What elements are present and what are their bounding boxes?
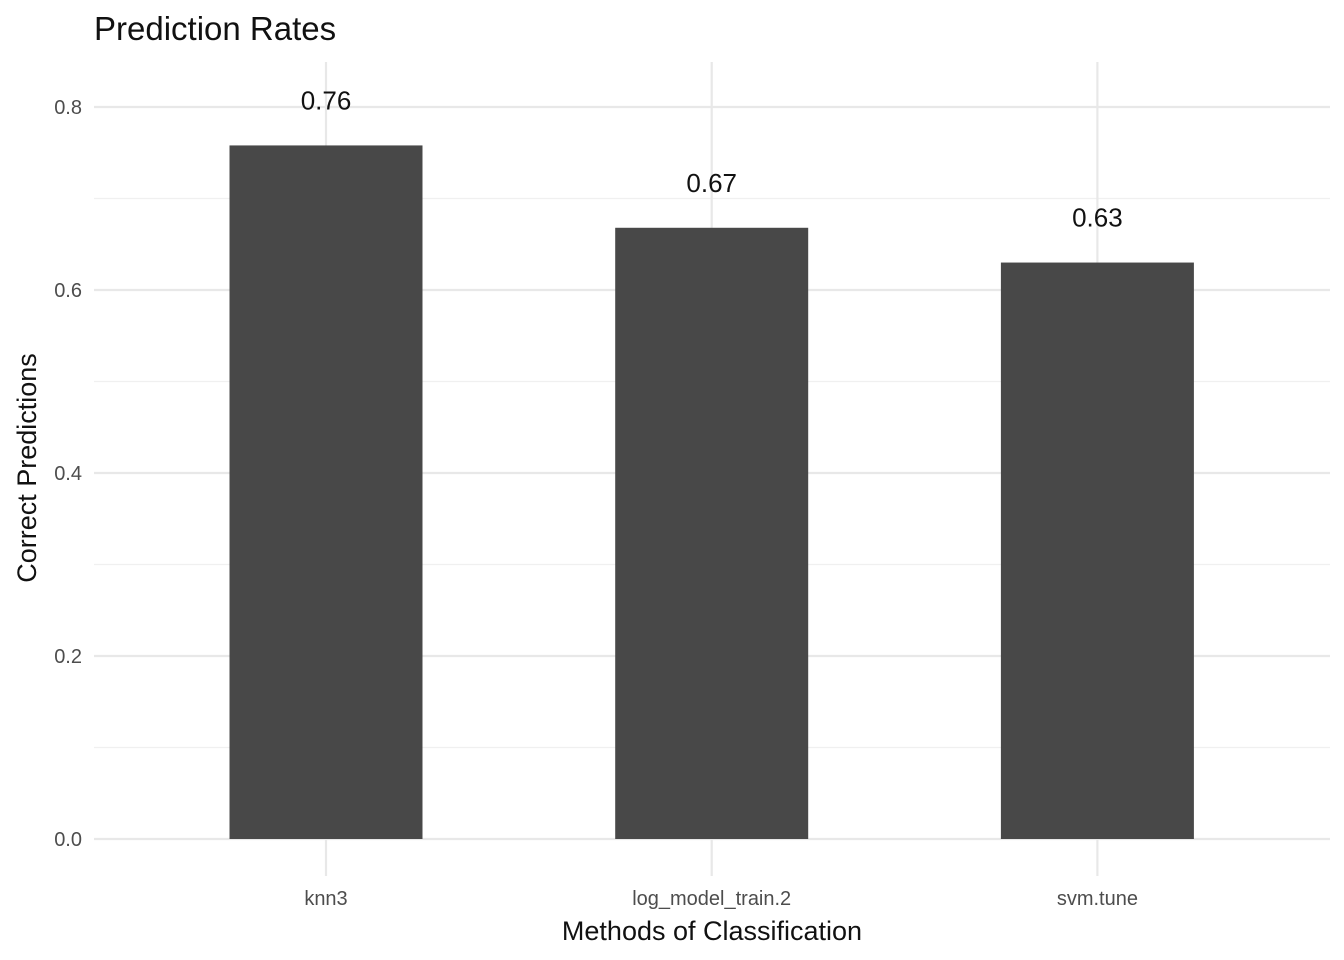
x-tick-label: knn3 xyxy=(304,888,347,910)
x-tick-label: svm.tune xyxy=(1057,888,1138,910)
y-tick-label: 0.4 xyxy=(54,463,82,485)
data-labels: 0.76 0.67 0.63 xyxy=(301,85,1123,232)
bar-knn3 xyxy=(229,145,423,839)
y-axis-ticks: 0.0 0.2 0.4 0.6 0.8 xyxy=(54,97,82,851)
bars xyxy=(229,145,1194,839)
x-tick-label: log_model_train.2 xyxy=(632,888,791,910)
data-label: 0.76 xyxy=(301,85,352,115)
bar-log_model_train.2 xyxy=(615,227,809,839)
y-axis-title: Correct Predictions xyxy=(12,353,42,583)
y-tick-label: 0.6 xyxy=(54,280,82,302)
y-tick-label: 0.8 xyxy=(54,97,82,119)
x-axis-ticks: knn3 log_model_train.2 svm.tune xyxy=(304,888,1138,910)
x-axis-title: Methods of Classification xyxy=(562,916,862,946)
data-label: 0.67 xyxy=(686,168,737,198)
y-tick-label: 0.0 xyxy=(54,829,82,851)
y-tick-label: 0.2 xyxy=(54,646,82,668)
data-label: 0.63 xyxy=(1072,203,1123,233)
chart-title: Prediction Rates xyxy=(94,10,336,47)
bar-svm.tune xyxy=(1000,262,1194,839)
